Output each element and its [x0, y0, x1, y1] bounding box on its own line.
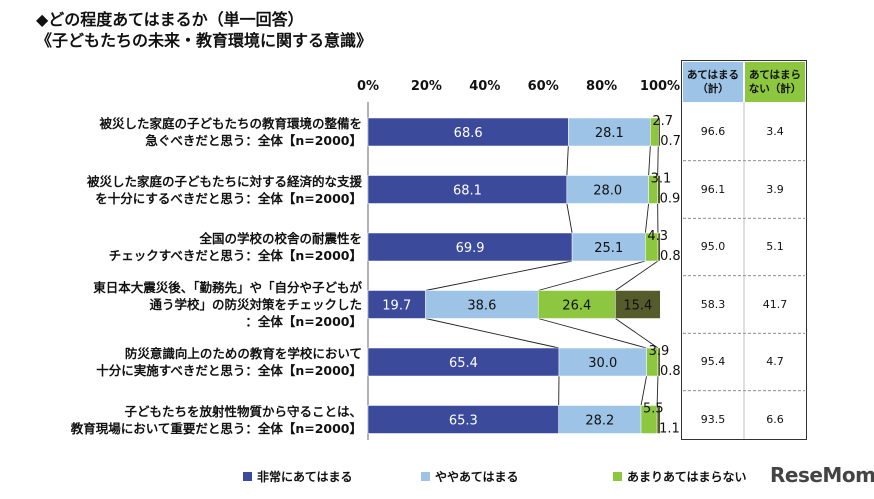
connector-line	[425, 260, 573, 291]
bar-segment	[657, 347, 661, 377]
legend-item: 非常にあてはまる	[243, 468, 353, 485]
summary-value: 3.4	[766, 125, 784, 138]
summary-value: 41.7	[762, 297, 788, 311]
chart-title: ◆どの程度あてはまるか（単一回答）	[36, 10, 304, 29]
data-label: 30.0	[588, 356, 617, 371]
category-label: 全国の学校の校舎の耐震性を チェックすべきだと思う：全体【n=2000】	[108, 231, 362, 263]
data-label: 19.7	[382, 299, 411, 314]
connector-line	[566, 145, 569, 176]
category-label: 被災した家庭の子どもたちの教育環境の整備を 急ぐべきだと思う：全体【n=2000…	[99, 116, 362, 148]
data-label: 28.1	[595, 126, 624, 141]
summary-value: 95.0	[700, 240, 726, 253]
category-label: 東日本大震災後、「勤務先」や「自分や子どもが 通う学校」の防災対策をチェックした…	[93, 280, 362, 329]
bar-segment	[656, 405, 661, 434]
legend-swatch	[613, 472, 622, 481]
summary-value: 96.6	[700, 125, 726, 138]
legend-label: 非常にあてはまる	[257, 470, 353, 484]
data-label: 65.4	[449, 356, 478, 371]
x-tick-label: 20%	[411, 79, 442, 94]
data-label: 4.3	[647, 229, 668, 244]
bar-segment	[367, 405, 559, 434]
connector-line	[538, 260, 646, 291]
bar-segment	[425, 290, 539, 319]
summary-value: 4.7	[766, 355, 784, 368]
data-label: 25.1	[594, 241, 623, 256]
connector-line	[566, 203, 573, 234]
bar-segment	[657, 232, 661, 262]
data-label: 38.6	[467, 299, 496, 314]
connector-line	[640, 375, 648, 406]
data-label: 2.7	[652, 114, 673, 129]
data-label: 69.9	[456, 241, 485, 256]
connector-line	[648, 145, 651, 176]
legend-swatch	[421, 472, 430, 481]
legend-label: あまりあてはまらない	[627, 470, 747, 484]
bar-segment	[367, 347, 560, 377]
bar-segment	[537, 290, 616, 319]
data-label: 68.1	[453, 184, 482, 199]
connector-line	[644, 203, 650, 234]
data-label: 15.4	[623, 299, 652, 314]
x-tick-label: 80%	[586, 79, 617, 94]
data-label: 3.1	[651, 172, 672, 187]
legend-label: ややあてはまる	[435, 470, 519, 484]
bar-segment	[558, 405, 642, 434]
bar-segment	[657, 175, 661, 204]
legend-item: あまりあてはまらない	[613, 468, 747, 485]
chart-subtitle: 《子どもたちの未来・教育環境に関する意識》	[36, 31, 373, 50]
bar-segment	[367, 290, 426, 319]
summary-table	[681, 60, 807, 440]
connector-line	[615, 318, 659, 349]
summary-value: 58.3	[700, 297, 726, 311]
bar-segment	[566, 175, 649, 204]
x-tick-label: 60%	[528, 79, 559, 94]
category-label: 防災意識向上のための教育を学校において 十分に実施すべきだと思う：全体【n=20…	[96, 346, 362, 378]
data-label: 68.6	[454, 126, 483, 141]
bar-segment	[568, 117, 651, 147]
data-label: 26.4	[562, 299, 591, 314]
bar-segment	[367, 175, 568, 204]
connector-line	[538, 318, 647, 349]
x-tick-label: 100%	[640, 79, 680, 94]
data-label: 65.3	[449, 414, 478, 429]
connector-line	[656, 375, 659, 406]
data-label: 0.7	[660, 134, 681, 149]
connector-line	[657, 145, 659, 176]
connector-line	[615, 260, 659, 291]
bar-segment	[615, 290, 661, 319]
legend-item: ややあてはまる	[421, 468, 519, 485]
category-label: 被災した家庭の子どもたちに対する経済的な支援 を十分にするべきだと思う：全体【n…	[86, 173, 362, 206]
summary-value: 6.6	[766, 412, 784, 426]
x-tick-label: 0%	[357, 79, 379, 94]
data-label: 5.5	[643, 402, 664, 417]
summary-header: あてはまる （計）	[683, 62, 743, 102]
data-label: 0.9	[660, 192, 681, 207]
brand-logo: ReseMom	[770, 463, 874, 487]
data-label: 0.8	[660, 364, 681, 379]
bar-segment	[558, 347, 647, 377]
summary-value: 5.1	[766, 240, 784, 253]
summary-value: 96.1	[700, 182, 726, 196]
data-label: 1.1	[659, 422, 680, 437]
legend-swatch	[243, 472, 252, 481]
bar-segment	[367, 117, 569, 147]
data-label: 3.9	[649, 344, 670, 359]
summary-value: 93.5	[700, 412, 726, 426]
data-label: 28.0	[593, 184, 622, 199]
category-label: 子どもたちを放射性物質から守ることは、 教育現場において重要だと思う：全体【n=…	[70, 403, 362, 436]
bar-segment	[657, 117, 661, 147]
x-tick-label: 40%	[469, 79, 500, 94]
data-label: 0.8	[660, 249, 681, 264]
summary-header: あてはまら ない（計）	[745, 62, 805, 102]
connector-line	[425, 318, 560, 349]
summary-value: 3.9	[766, 182, 784, 196]
summary-value: 95.4	[700, 355, 726, 368]
data-label: 28.2	[585, 414, 614, 429]
